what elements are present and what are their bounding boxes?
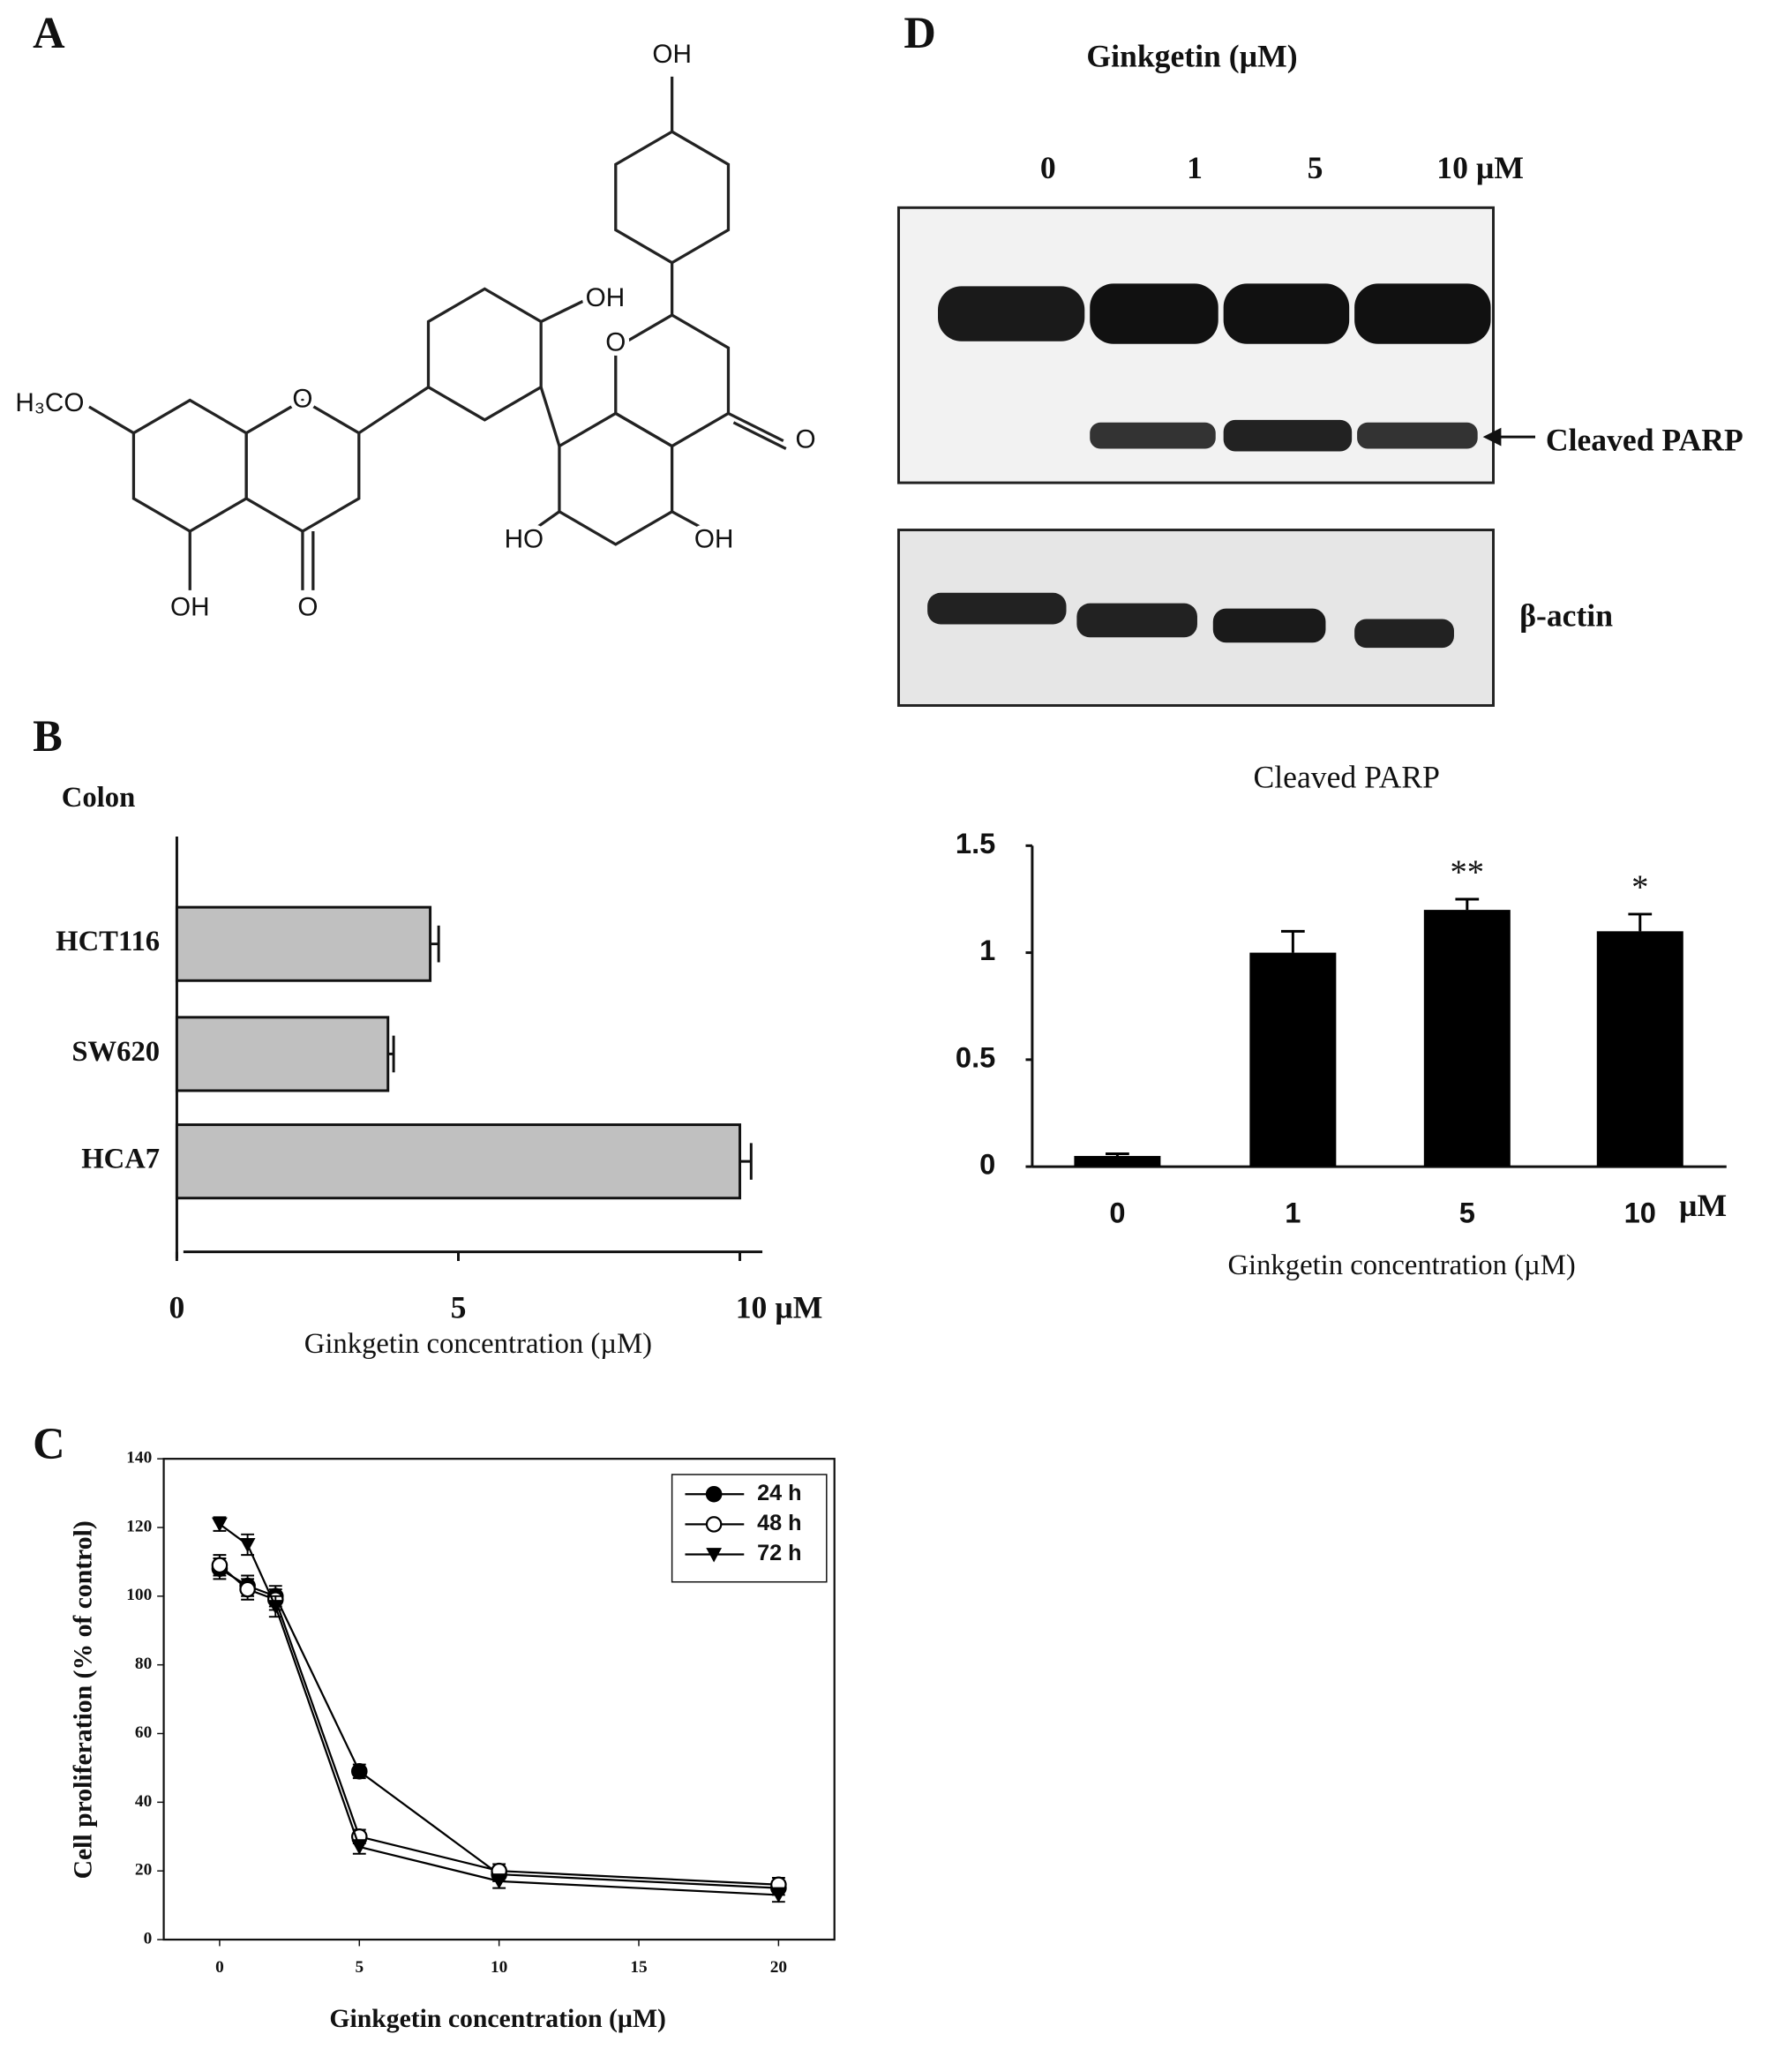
lane-label: 10 µM bbox=[1436, 150, 1524, 185]
atom-label: OH bbox=[586, 283, 626, 312]
x-tick-label: 10 bbox=[491, 1958, 507, 1977]
x-tick-label: 5 bbox=[451, 1290, 467, 1325]
atom-label: O bbox=[297, 592, 318, 621]
y-tick-label: 40 bbox=[135, 1792, 152, 1811]
error-bar bbox=[1628, 912, 1653, 932]
marker bbox=[212, 1517, 228, 1533]
atom-label: H₃CO bbox=[15, 388, 84, 417]
marker bbox=[239, 1538, 256, 1553]
bar bbox=[1596, 931, 1683, 1167]
legend-marker bbox=[706, 1548, 723, 1563]
x-tick-label: 20 bbox=[770, 1958, 787, 1977]
y-tick-label: 1 bbox=[979, 934, 995, 966]
x-tick-label: 15 bbox=[630, 1958, 647, 1977]
marker bbox=[770, 1888, 787, 1903]
bar bbox=[175, 1016, 390, 1092]
bar bbox=[1423, 910, 1511, 1167]
significance: ** bbox=[1451, 854, 1485, 891]
error-bar bbox=[430, 925, 440, 963]
atom-label: OH bbox=[170, 592, 210, 621]
bar bbox=[1074, 1155, 1161, 1167]
x-axis-label: Ginkgetin concentration (µM) bbox=[304, 1328, 652, 1360]
legend-label: 24 h bbox=[757, 1481, 801, 1505]
error-bar bbox=[387, 1035, 395, 1073]
legend-label: 48 h bbox=[757, 1511, 801, 1535]
y-tick-label: 80 bbox=[135, 1655, 152, 1673]
atom-label: OH bbox=[652, 40, 692, 69]
band-label: Cleaved PARP bbox=[1546, 423, 1743, 458]
legend-box bbox=[671, 1474, 828, 1583]
marker bbox=[491, 1874, 507, 1889]
y-tick-label: 0.5 bbox=[956, 1040, 995, 1073]
legend-marker bbox=[705, 1516, 723, 1533]
category-label: HCA7 bbox=[81, 1144, 160, 1175]
x-tick-label: 1 bbox=[1285, 1197, 1301, 1229]
error-bar bbox=[1280, 929, 1305, 953]
category-label: SW620 bbox=[71, 1036, 160, 1068]
marker bbox=[211, 1557, 229, 1574]
error-bar bbox=[1106, 1152, 1129, 1156]
panel-label: D bbox=[903, 8, 935, 57]
x-tick-label: 5 bbox=[1459, 1197, 1475, 1229]
y-tick-label: 0 bbox=[144, 1929, 153, 1948]
y-tick-label: 100 bbox=[126, 1586, 152, 1604]
y-tick-label: 120 bbox=[126, 1517, 152, 1535]
x-unit: µM bbox=[1679, 1188, 1727, 1223]
lane-label: 1 bbox=[1187, 150, 1203, 185]
blot-images bbox=[896, 206, 1536, 707]
atom-label: OH bbox=[694, 524, 734, 553]
atom-label: HO bbox=[505, 524, 544, 553]
y-tick-label: 1.5 bbox=[956, 827, 995, 859]
x-tick-label: 10 bbox=[1624, 1197, 1656, 1229]
x-tick-label: 0 bbox=[215, 1958, 224, 1977]
lane-label: 0 bbox=[1040, 150, 1056, 185]
panel-label: B bbox=[33, 711, 63, 761]
error-bar bbox=[739, 1143, 753, 1180]
x-tick-label: 0 bbox=[169, 1290, 185, 1325]
atom-label: O bbox=[796, 424, 816, 454]
panel-label: C bbox=[33, 1419, 64, 1468]
legend-marker bbox=[705, 1485, 723, 1503]
marker bbox=[351, 1840, 368, 1855]
x-tick-label: 5 bbox=[355, 1958, 364, 1977]
chart-title: Colon bbox=[62, 782, 135, 814]
x-axis-label: Ginkgetin concentration (µM) bbox=[329, 2005, 666, 2033]
x-tick-label: 10 µM bbox=[736, 1290, 823, 1325]
y-tick-label: 60 bbox=[135, 1723, 152, 1742]
bar bbox=[175, 1123, 742, 1200]
marker bbox=[267, 1600, 284, 1615]
y-tick-label: 140 bbox=[126, 1449, 152, 1467]
legend-label: 72 h bbox=[757, 1541, 801, 1565]
atom-label: O bbox=[605, 328, 626, 357]
significance: * bbox=[1631, 869, 1648, 906]
y-tick-label: 20 bbox=[135, 1861, 152, 1880]
panel-label: A bbox=[33, 8, 65, 57]
category-label: HCT116 bbox=[56, 926, 160, 957]
y-tick-label: 0 bbox=[979, 1148, 995, 1181]
series-line bbox=[219, 1567, 779, 1889]
structure-bonds bbox=[88, 76, 787, 590]
atom-label: O bbox=[292, 384, 312, 413]
x-tick-label: 0 bbox=[1109, 1197, 1125, 1229]
error-bar bbox=[1455, 897, 1480, 911]
y-axis-label: Cell proliferation (% of control) bbox=[69, 1520, 97, 1879]
marker bbox=[239, 1580, 256, 1598]
blot-title: Ginkgetin (µM) bbox=[1086, 39, 1297, 74]
lane-label: 5 bbox=[1308, 150, 1323, 185]
chart-title: Cleaved PARP bbox=[1253, 759, 1439, 794]
x-axis-label: Ginkgetin concentration (µM) bbox=[1227, 1250, 1575, 1281]
series-line bbox=[219, 1564, 779, 1886]
band-label: β-actin bbox=[1519, 598, 1613, 634]
bar bbox=[1249, 952, 1337, 1167]
marker bbox=[351, 1763, 368, 1780]
bar bbox=[175, 905, 432, 982]
